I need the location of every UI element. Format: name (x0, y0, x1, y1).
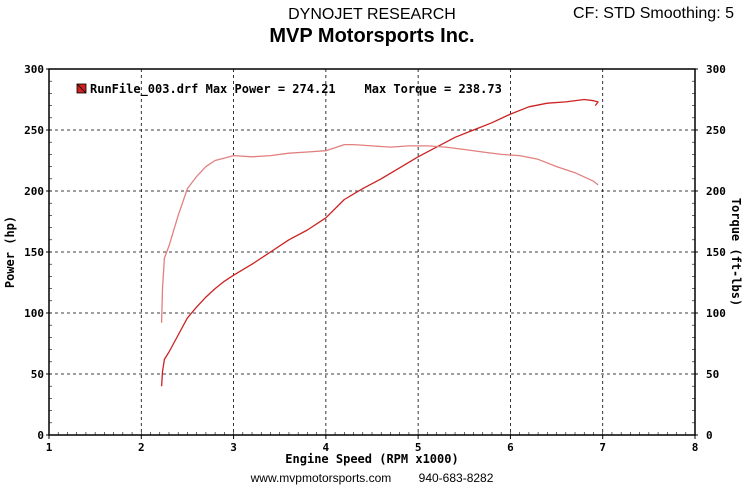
x-tick-label: 3 (230, 441, 237, 454)
series-line-power (160, 98, 599, 387)
series-line-torque (160, 143, 599, 323)
y2-tick-label: 0 (706, 429, 713, 442)
footer: www.mvpmotorsports.com 940-683-8282 (0, 471, 744, 485)
axis-labels: Engine Speed (RPM x1000) Power (hp) Torq… (3, 198, 743, 466)
chart-subtitle: MVP Motorsports Inc. (269, 25, 475, 47)
y-axis-label: Power (hp) (3, 216, 17, 288)
y-tick-label: 50 (31, 368, 44, 381)
x-tick-label: 6 (507, 441, 514, 454)
chart-title: DYNOJET RESEARCH (288, 6, 456, 23)
x-tick-label: 8 (692, 441, 699, 454)
series-lines (160, 98, 599, 387)
legend: RunFile_003.drf Max Power = 274.21 Max T… (76, 82, 502, 97)
y-tick-label: 250 (24, 124, 44, 137)
legend-text: RunFile_003.drf Max Power = 274.21 Max T… (90, 82, 502, 97)
y2-tick-label: 150 (706, 246, 726, 259)
y2-tick-label: 50 (706, 368, 719, 381)
x-tick-label: 7 (599, 441, 606, 454)
y2-axis-label: Torque (ft-lbs) (729, 198, 743, 306)
y2-tick-label: 200 (706, 185, 726, 198)
y-tick-label: 150 (24, 246, 44, 259)
x-tick-label: 4 (323, 441, 330, 454)
y-tick-label: 100 (24, 307, 44, 320)
x-tick-label: 5 (415, 441, 422, 454)
settings-label: CF: STD Smoothing: 5 (573, 5, 734, 22)
x-tick-label: 2 (138, 441, 145, 454)
x-axis-label: Engine Speed (RPM x1000) (285, 452, 458, 466)
y2-tick-label: 300 (706, 63, 726, 76)
plot-area (48, 68, 696, 436)
footer-website[interactable]: www.mvpmotorsports.com (250, 471, 392, 485)
axis-ticks: 0 0 50 50 100 100 150 150 200 200 250 250 300 300 1 2 3 4… (24, 63, 726, 454)
y-tick-label: 300 (24, 63, 44, 76)
grid-lines (49, 69, 695, 435)
footer-phone: 940-683-8282 (418, 471, 494, 485)
y2-tick-label: 100 (706, 307, 726, 320)
y-tick-label: 0 (37, 429, 44, 442)
x-tick-label: 1 (46, 441, 53, 454)
y-tick-label: 200 (24, 185, 44, 198)
y2-tick-label: 250 (706, 124, 726, 137)
